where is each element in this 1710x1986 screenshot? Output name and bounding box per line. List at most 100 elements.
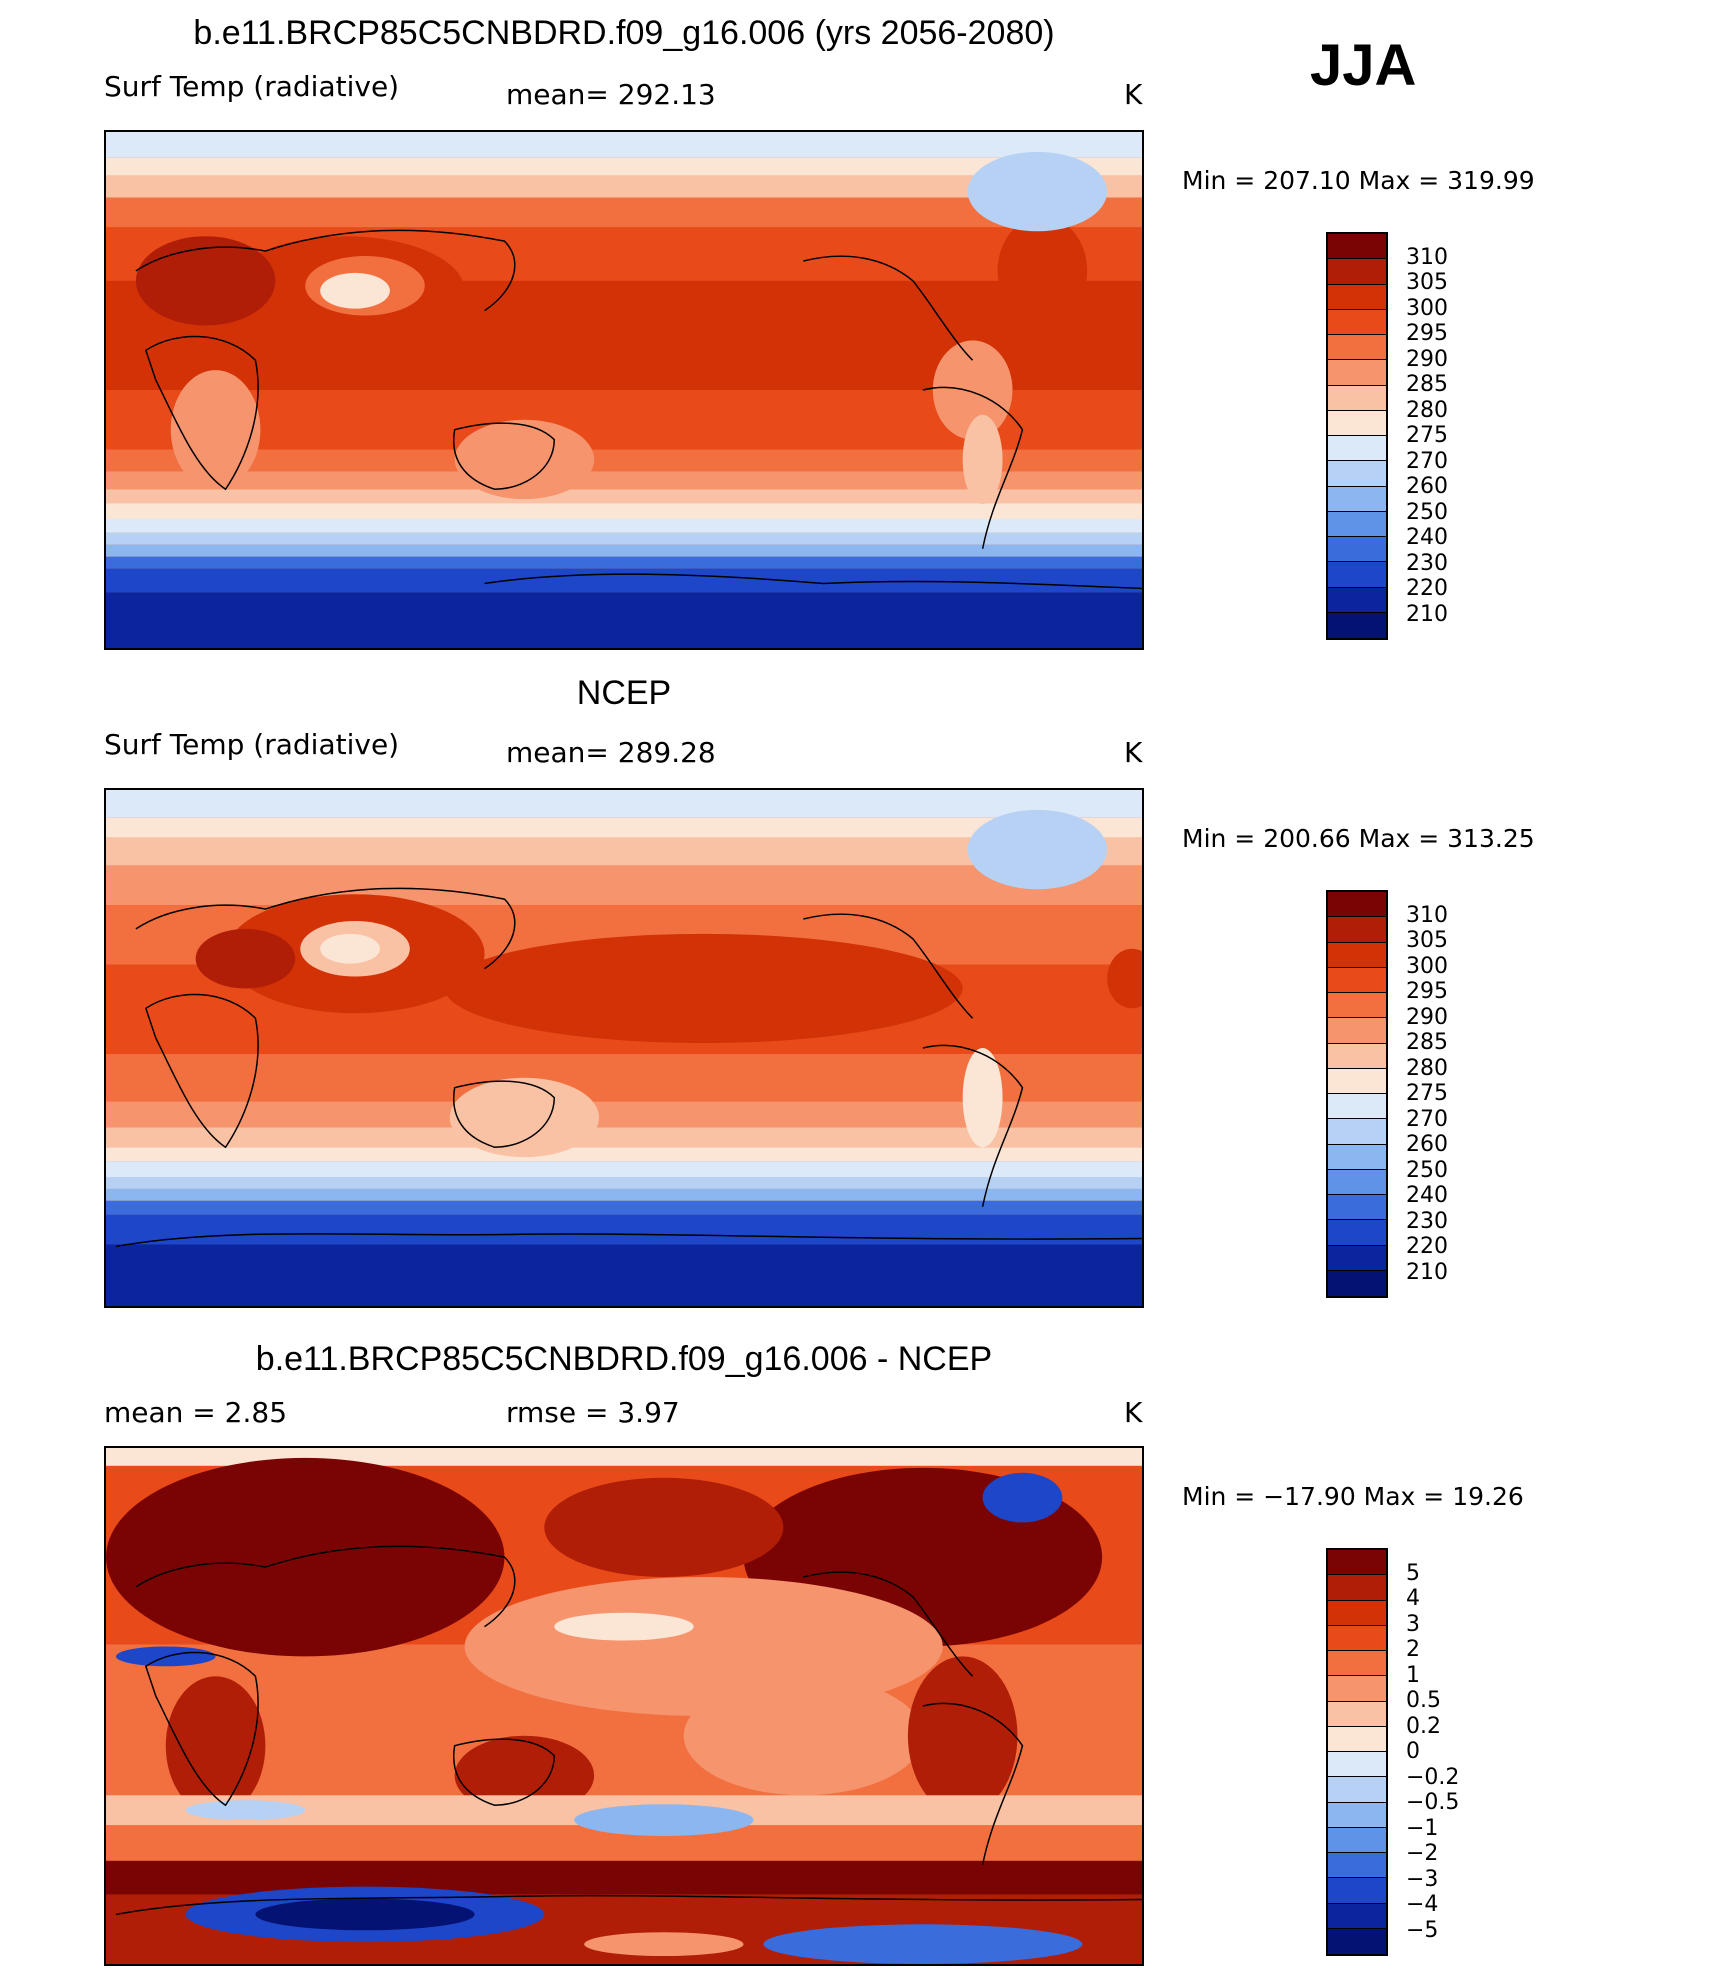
colorbar-tick-label: 295 [1406,321,1448,346]
panel-2-units: K [1124,736,1143,769]
colorbar-swatch [1328,1575,1386,1601]
panel-1-variable: Surf Temp (radiative) [104,70,400,103]
colorbar-swatch [1328,461,1386,487]
colorbar-tick-label: 295 [1406,979,1448,1004]
colorbar-tick-label: 305 [1406,928,1448,953]
colorbar-swatch [1328,1903,1386,1929]
colorbar-swatch [1328,1270,1386,1296]
panel-3-minmax: Min = −17.90 Max = 19.26 [1182,1482,1524,1511]
panel-1-colorbar [1326,232,1388,640]
colorbar-tick-label: 280 [1406,1055,1448,1081]
panel-2-minmax: Min = 200.66 Max = 313.25 [1182,824,1535,853]
colorbar-swatch [1328,1752,1386,1778]
colorbar-tick-label: 260 [1406,474,1448,499]
colorbar-tick-label: 300 [1406,295,1448,321]
colorbar-tick-label: 260 [1406,1132,1448,1157]
colorbar-swatch [1328,1018,1386,1044]
colorbar-tick-label: 300 [1406,953,1448,979]
colorbar-tick-label: 220 [1406,1234,1448,1259]
colorbar-swatch [1328,1651,1386,1677]
colorbar-swatch [1328,1701,1386,1727]
colorbar-swatch [1328,612,1386,638]
colorbar-swatch [1328,892,1386,918]
colorbar-swatch [1328,486,1386,512]
colorbar-swatch [1328,1600,1386,1626]
colorbar-tick-label: 275 [1406,1081,1448,1106]
panel-3-title: b.e11.BRCP85C5CNBDRD.f09_g16.006 - NCEP [255,1340,993,1378]
colorbar-swatch [1328,1878,1386,1904]
colorbar-swatch [1328,1676,1386,1702]
panel-2-title: NCEP [576,674,672,712]
colorbar-swatch [1328,259,1386,285]
colorbar-tick-label: 210 [1406,1259,1448,1285]
colorbar-tick-label: 310 [1406,902,1448,928]
panel-1-map-field [106,132,1142,648]
colorbar-tick-label: 285 [1406,1030,1448,1055]
colorbar-tick-label: 290 [1406,346,1448,372]
colorbar-tick-label: 270 [1406,448,1448,474]
colorbar-swatch [1328,234,1386,260]
panel-3-map [104,1446,1144,1966]
colorbar-tick-label: 275 [1406,423,1448,448]
colorbar-swatch [1328,917,1386,943]
panel-2-map [104,788,1144,1308]
panel-2-colorbar [1326,890,1388,1298]
colorbar-swatch [1328,284,1386,310]
panel-3-map-field [106,1448,1142,1964]
colorbar-swatch [1328,587,1386,613]
colorbar-swatch [1328,335,1386,361]
colorbar-swatch [1328,993,1386,1019]
colorbar-tick-label: 240 [1406,1183,1448,1208]
panel-1-mean: mean= 292.13 [506,78,716,111]
panel-3-mean: mean = 2.85 [104,1396,288,1429]
colorbar-swatch [1328,1245,1386,1271]
colorbar-tick-label: 5 [1406,1560,1420,1586]
colorbar-tick-label: 0.5 [1406,1688,1441,1713]
colorbar-swatch [1328,562,1386,588]
colorbar-swatch [1328,1220,1386,1246]
colorbar-tick-label: 210 [1406,601,1448,627]
panel-2-map-field [106,790,1142,1306]
colorbar-tick-label: 290 [1406,1004,1448,1030]
colorbar-tick-label: 230 [1406,1208,1448,1234]
panel-3-rmse: rmse = 3.97 [506,1396,680,1429]
colorbar-tick-label: 310 [1406,244,1448,270]
colorbar-tick-label: −0.2 [1406,1764,1460,1790]
colorbar-swatch [1328,942,1386,968]
colorbar-tick-label: 1 [1406,1662,1420,1688]
colorbar-swatch [1328,1094,1386,1120]
colorbar-tick-label: 4 [1406,1586,1420,1611]
colorbar-swatch [1328,1068,1386,1094]
colorbar-swatch [1328,511,1386,537]
colorbar-swatch [1328,537,1386,563]
colorbar-swatch [1328,436,1386,462]
colorbar-tick-label: −3 [1406,1866,1439,1892]
colorbar-swatch [1328,1928,1386,1954]
colorbar-tick-label: 220 [1406,576,1448,601]
colorbar-tick-label: 280 [1406,397,1448,423]
panel-1-units: K [1124,78,1143,111]
colorbar-swatch [1328,1853,1386,1879]
colorbar-swatch [1328,309,1386,335]
colorbar-swatch [1328,360,1386,386]
colorbar-tick-label: 230 [1406,550,1448,576]
colorbar-swatch [1328,1777,1386,1803]
colorbar-tick-label: 285 [1406,372,1448,397]
colorbar-tick-label: 240 [1406,525,1448,550]
colorbar-swatch [1328,1195,1386,1221]
colorbar-tick-label: −0.5 [1406,1790,1460,1815]
colorbar-tick-label: 2 [1406,1637,1420,1662]
colorbar-tick-label: 250 [1406,499,1448,525]
panel-1-minmax: Min = 207.10 Max = 319.99 [1182,166,1535,195]
colorbar-tick-label: 250 [1406,1157,1448,1183]
colorbar-swatch [1328,1827,1386,1853]
colorbar-swatch [1328,967,1386,993]
colorbar-swatch [1328,1550,1386,1576]
colorbar-tick-label: 270 [1406,1106,1448,1132]
colorbar-swatch [1328,385,1386,411]
panel-2-mean: mean= 289.28 [506,736,716,769]
colorbar-swatch [1328,1043,1386,1069]
colorbar-tick-label: 305 [1406,270,1448,295]
colorbar-swatch [1328,1726,1386,1752]
panel-2-variable: Surf Temp (radiative) [104,728,400,761]
